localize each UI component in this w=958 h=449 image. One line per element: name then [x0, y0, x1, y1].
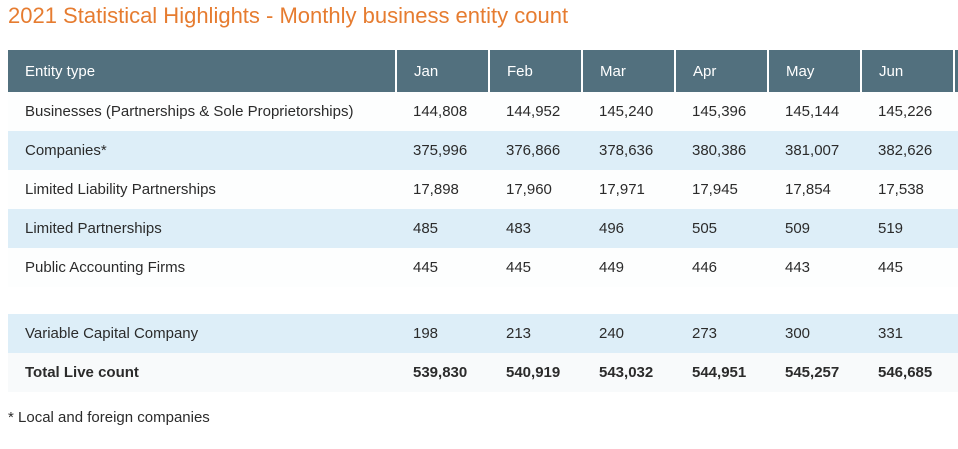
- value-cell: 145,240: [582, 92, 675, 132]
- row-label: Businesses (Partnerships & Sole Propriet…: [8, 92, 396, 132]
- value-cell: 213: [489, 314, 582, 354]
- column-header-jan: Jan: [395, 50, 489, 93]
- value-cell: 380,386: [675, 131, 768, 171]
- value-cell: 445: [861, 248, 954, 288]
- table-row-businesses: Businesses (Partnerships & Sole Propriet…: [8, 92, 958, 132]
- table-row-public-accounting-firms: Public Accounting Firms 445 445 449 446 …: [8, 248, 958, 288]
- row-label: Total Live count: [8, 353, 396, 393]
- table-row-companies: Companies* 375,996 376,866 378,636 380,3…: [8, 131, 958, 171]
- value-cell: 449: [582, 248, 675, 288]
- row-label: Variable Capital Company: [8, 314, 396, 354]
- row-label: Limited Partnerships: [8, 209, 396, 249]
- value-cell: 17,960: [489, 170, 582, 210]
- value-cell: 144,952: [489, 92, 582, 132]
- value-cell: 376,866: [489, 131, 582, 171]
- column-header-may: May: [767, 50, 861, 93]
- row-label: Companies*: [8, 131, 396, 171]
- value-cell: 378,636: [582, 131, 675, 171]
- value-cell: 375,996: [396, 131, 489, 171]
- value-cell: 445: [396, 248, 489, 288]
- value-cell: 145,226: [861, 92, 954, 132]
- value-cell: 17,854: [768, 170, 861, 210]
- value-cell: 198: [396, 314, 489, 354]
- value-cell: 300: [768, 314, 861, 354]
- column-header-apr: Apr: [674, 50, 768, 93]
- column-header-jun: Jun: [860, 50, 954, 93]
- value-cell: 509: [768, 209, 861, 249]
- value-cell: 505: [675, 209, 768, 249]
- column-header-feb: Feb: [488, 50, 582, 93]
- table-row-variable-capital-company: Variable Capital Company 198 213 240 273…: [8, 314, 958, 354]
- value-cell: 539,830: [396, 353, 489, 393]
- page-title: 2021 Statistical Highlights - Monthly bu…: [8, 3, 569, 28]
- stub-cell: [954, 92, 958, 132]
- value-cell: 17,538: [861, 170, 954, 210]
- stub-cell: [954, 314, 958, 354]
- value-cell: 496: [582, 209, 675, 249]
- monthly-entity-table: Entity type Jan Feb Mar Apr May Jun Busi…: [8, 50, 958, 393]
- value-cell: 485: [396, 209, 489, 249]
- stub-cell: [954, 248, 958, 288]
- stub-cell: [954, 131, 958, 171]
- value-cell: 331: [861, 314, 954, 354]
- value-cell: 17,898: [396, 170, 489, 210]
- cutoff-column-header: [953, 50, 958, 93]
- table-row-limited-partnerships: Limited Partnerships 485 483 496 505 509…: [8, 209, 958, 249]
- table-row-total-live-count: Total Live count 539,830 540,919 543,032…: [8, 353, 958, 393]
- value-cell: 545,257: [768, 353, 861, 393]
- value-cell: 443: [768, 248, 861, 288]
- page: 2021 Statistical Highlights - Monthly bu…: [0, 3, 958, 449]
- entity-count-table: Entity type Jan Feb Mar Apr May Jun Busi…: [8, 50, 958, 393]
- value-cell: 240: [582, 314, 675, 354]
- row-label: Public Accounting Firms: [8, 248, 396, 288]
- value-cell: 446: [675, 248, 768, 288]
- value-cell: 540,919: [489, 353, 582, 393]
- value-cell: 145,396: [675, 92, 768, 132]
- value-cell: 546,685: [861, 353, 954, 393]
- value-cell: 273: [675, 314, 768, 354]
- table-header-row: Entity type Jan Feb Mar Apr May Jun: [8, 50, 958, 93]
- row-label: Limited Liability Partnerships: [8, 170, 396, 210]
- value-cell: 144,808: [396, 92, 489, 132]
- value-cell: 544,951: [675, 353, 768, 393]
- value-cell: 543,032: [582, 353, 675, 393]
- value-cell: 381,007: [768, 131, 861, 171]
- value-cell: 17,945: [675, 170, 768, 210]
- table-row-llp: Limited Liability Partnerships 17,898 17…: [8, 170, 958, 210]
- value-cell: 145,144: [768, 92, 861, 132]
- value-cell: 483: [489, 209, 582, 249]
- footnote: * Local and foreign companies: [8, 409, 210, 427]
- value-cell: 519: [861, 209, 954, 249]
- table-row-spacer: [8, 287, 958, 315]
- value-cell: 382,626: [861, 131, 954, 171]
- value-cell: 17,971: [582, 170, 675, 210]
- stub-cell: [954, 209, 958, 249]
- column-header-mar: Mar: [581, 50, 675, 93]
- value-cell: 445: [489, 248, 582, 288]
- stub-cell: [954, 170, 958, 210]
- spacer-cell: [8, 287, 958, 315]
- stub-cell: [954, 353, 958, 393]
- column-header-entity-type: Entity type: [8, 50, 396, 93]
